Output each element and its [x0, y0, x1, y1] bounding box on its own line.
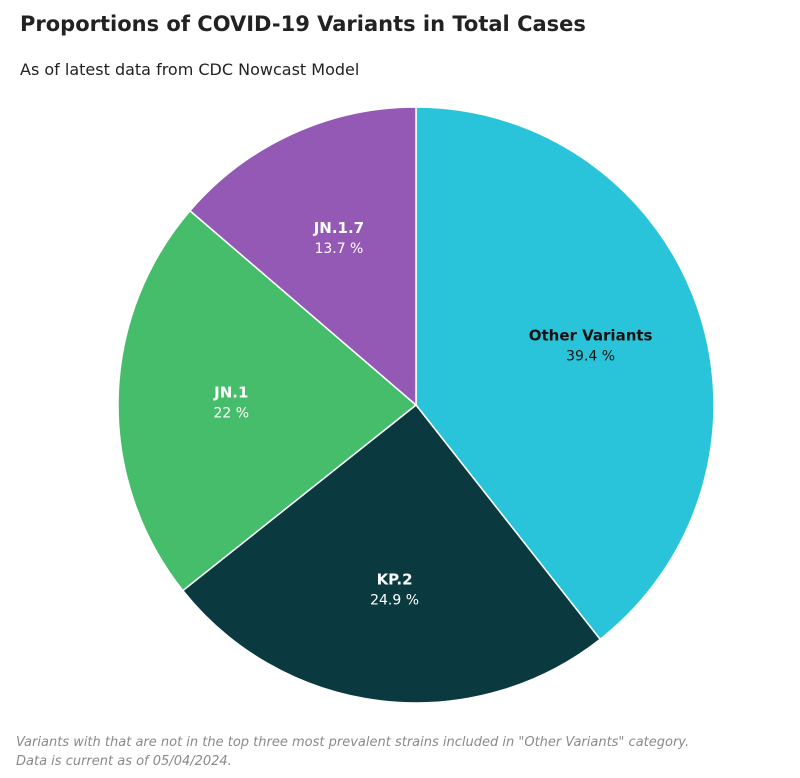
footnote-line-1: Variants with that are not in the top th…: [16, 735, 690, 750]
chart-subtitle: As of latest data from CDC Nowcast Model: [20, 60, 360, 79]
pie-slice-jn-1: [117, 209, 418, 592]
slice-value-kp-2: 24.9 %: [370, 593, 419, 609]
pie-slice-jn-1-7: [188, 106, 417, 407]
slice-label-jn-1: JN.1: [213, 384, 248, 402]
slice-value-jn-1-7: 13.7 %: [314, 241, 363, 257]
footnote-line-2: Data is current as of 05/04/2024.: [16, 754, 232, 769]
slice-label-kp-2: KP.2: [377, 571, 413, 589]
slice-label-other-variants: Other Variants: [529, 327, 653, 345]
footnote: Variants with that are not in the top th…: [16, 733, 689, 771]
pie-slice-other-variants: [415, 106, 715, 641]
slice-value-jn-1: 22 %: [213, 406, 249, 422]
pie-slice-kp-2: [181, 403, 602, 704]
slice-label-jn-1-7: JN.1.7: [313, 219, 364, 237]
slice-value-other-variants: 39.4 %: [566, 349, 615, 365]
chart-title: Proportions of COVID-19 Variants in Tota…: [20, 12, 586, 36]
